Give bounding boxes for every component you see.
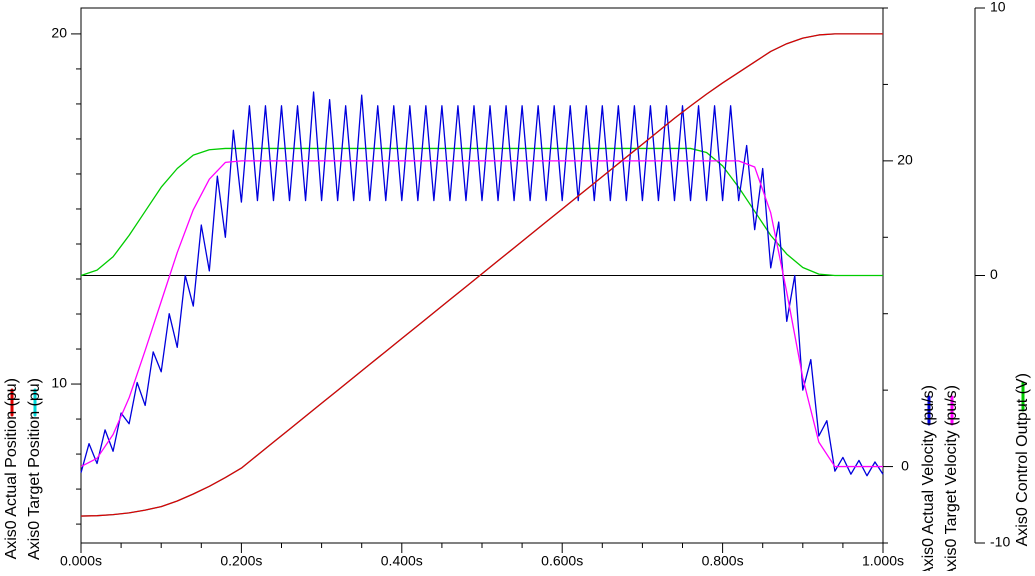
- y3-tick-label: 10: [990, 0, 1006, 15]
- y-tick-label: 20: [51, 25, 67, 41]
- series-line: [80, 91, 884, 477]
- legend-label: Axis0 Target Position (pu): [26, 378, 43, 560]
- y2-tick-label: 20: [897, 152, 913, 168]
- y2-tick-label: 0: [901, 457, 909, 473]
- legend-label: Axis0 Control Output (V): [1014, 373, 1031, 546]
- y-tick-label: 10: [51, 375, 67, 391]
- x-tick-label: 0.800s: [702, 553, 744, 569]
- x-tick-label: 0.600s: [541, 553, 583, 569]
- x-tick-label: 0.400s: [381, 553, 423, 569]
- series-line: [80, 147, 883, 277]
- legend-label: Axis0 Actual Position (pu): [3, 378, 20, 559]
- y3-tick-label: 0: [990, 266, 998, 282]
- x-tick-label: 1.000s: [862, 553, 904, 569]
- series-line: [80, 33, 883, 517]
- x-tick-label: 0.000s: [60, 553, 102, 569]
- series-line: [80, 160, 883, 468]
- y3-tick-label: -10: [990, 534, 1010, 550]
- legend-label: Axis0 Target Velocity (pu/s): [943, 385, 960, 571]
- legend-label: Axis0 Actual Velocity (pu/s): [920, 385, 937, 571]
- series-line: [80, 33, 883, 517]
- x-tick-label: 0.200s: [220, 553, 262, 569]
